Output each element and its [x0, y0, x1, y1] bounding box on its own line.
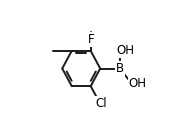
Text: Cl: Cl	[95, 97, 107, 110]
Text: OH: OH	[129, 77, 147, 90]
Text: F: F	[87, 33, 94, 46]
Text: OH: OH	[117, 44, 135, 57]
Text: B: B	[116, 62, 124, 75]
